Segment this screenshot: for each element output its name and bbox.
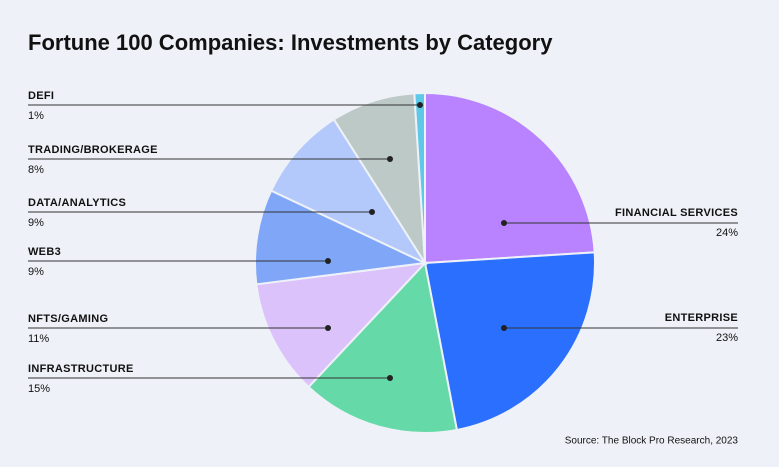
leader-dot xyxy=(325,258,331,264)
source: Source: The Block Pro Research, 2023 xyxy=(565,436,739,447)
value-label: 8% xyxy=(28,164,44,176)
category-label: DEFI xyxy=(28,90,54,102)
leader-dot xyxy=(501,325,507,331)
value-label: 15% xyxy=(28,383,50,395)
leader-dot xyxy=(369,209,375,215)
category-label: FINANCIAL SERVICES xyxy=(615,207,738,219)
category-label: ENTERPRISE xyxy=(665,312,738,324)
leader-dot xyxy=(387,156,393,162)
value-label: 9% xyxy=(28,217,44,229)
leader-dot xyxy=(417,102,423,108)
leader-dot xyxy=(387,375,393,381)
value-label: 24% xyxy=(716,227,738,239)
pie-slice xyxy=(424,91,596,265)
pie-slice xyxy=(423,251,596,432)
pie-slice xyxy=(413,91,426,264)
category-label: DATA/ANALYTICS xyxy=(28,197,126,209)
category-label: INFRASTRUCTURE xyxy=(28,363,134,375)
value-label: 11% xyxy=(28,333,49,345)
category-label: WEB3 xyxy=(28,246,61,258)
pie-slice xyxy=(307,260,459,434)
category-label: NFTS/GAMING xyxy=(28,313,108,325)
pie-slice xyxy=(255,261,428,389)
pie-slice xyxy=(269,118,428,266)
leader-dot xyxy=(325,325,331,331)
category-label: TRADING/BROKERAGE xyxy=(28,144,158,156)
value-label: 9% xyxy=(28,266,44,278)
leader-dot xyxy=(501,220,507,226)
chart-title: Fortune 100 Companies: Investments by Ca… xyxy=(28,30,553,55)
value-label: 1% xyxy=(28,110,44,122)
value-label: 23% xyxy=(716,332,738,344)
